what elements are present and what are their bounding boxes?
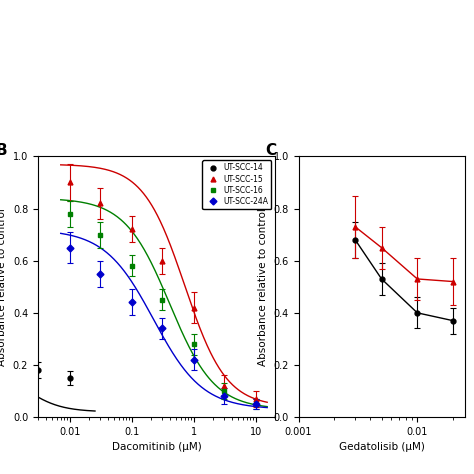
Y-axis label: Absorbance relative to control: Absorbance relative to control [258, 208, 268, 366]
X-axis label: Gedatolisib (μM): Gedatolisib (μM) [338, 442, 425, 452]
Y-axis label: Absorbance relative to control: Absorbance relative to control [0, 208, 7, 366]
Legend: UT-SCC-14, UT-SCC-15, UT-SCC-16, UT-SCC-24A: UT-SCC-14, UT-SCC-15, UT-SCC-16, UT-SCC-… [202, 160, 271, 209]
X-axis label: Dacomitinib (μM): Dacomitinib (μM) [111, 442, 201, 452]
Text: C: C [265, 143, 276, 158]
Text: B: B [0, 143, 7, 158]
